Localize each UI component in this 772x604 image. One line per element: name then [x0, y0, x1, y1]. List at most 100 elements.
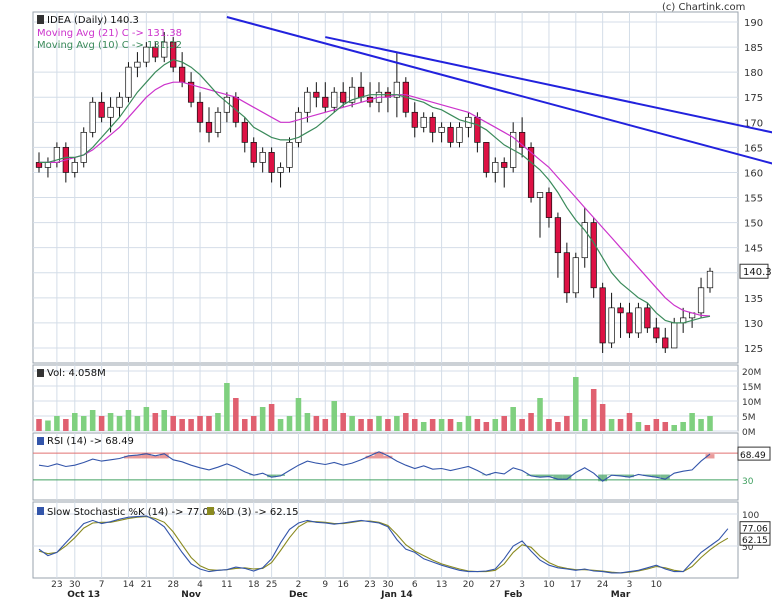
volume-bar	[465, 416, 472, 431]
x-day-label: 27	[490, 580, 501, 590]
volume-bar	[340, 413, 346, 431]
price-tick-label: 155	[744, 194, 763, 205]
volume-bar	[420, 422, 427, 431]
volume-bar	[358, 419, 364, 431]
candle-body	[331, 91, 338, 108]
x-day-label: 24	[597, 580, 609, 590]
volume-bar	[376, 416, 382, 431]
volume-bar	[626, 413, 633, 431]
x-month-label: Mar	[611, 590, 631, 600]
volume-bar	[107, 413, 114, 431]
rsi-overbought-fill	[159, 453, 169, 459]
rsi-overbought-fill	[141, 453, 151, 459]
x-day-label: 3	[519, 580, 525, 590]
candle-body	[447, 126, 454, 143]
volume-bar	[394, 416, 400, 431]
price-tick-label: 175	[744, 93, 763, 104]
rsi-oversold-fill	[625, 474, 634, 478]
rsi-oversold-fill	[651, 474, 661, 478]
candle-body	[196, 101, 204, 123]
volume-bar	[438, 419, 445, 431]
candle-body	[98, 101, 105, 118]
volume-bar	[573, 377, 579, 431]
volume-bar	[277, 419, 284, 431]
last-price-label: 140.3	[743, 267, 772, 278]
legend-item: Moving Avg (10) C -> 131.32	[37, 40, 182, 51]
volume-bar	[304, 413, 311, 431]
candle-body	[608, 307, 615, 344]
volume-bar	[671, 425, 677, 431]
panel-rsi-frame	[32, 432, 739, 501]
volume-bar	[197, 416, 203, 431]
x-day-label: 25	[266, 580, 277, 590]
x-month-label: Feb	[504, 590, 523, 600]
volume-bar	[72, 413, 78, 431]
volume-bar	[474, 419, 481, 431]
volume-bar	[313, 416, 320, 431]
x-day-label: 17	[570, 580, 581, 590]
candle-body	[617, 307, 624, 314]
candle-body	[706, 270, 714, 289]
candle-body	[125, 66, 132, 98]
price-tick-label: 145	[744, 244, 763, 255]
rsi-oversold-fill	[276, 474, 286, 476]
candle-body	[250, 142, 257, 163]
price-tick-label: 185	[744, 43, 763, 54]
candle-body	[662, 337, 669, 349]
volume-bar	[385, 419, 391, 431]
candle-body	[393, 81, 400, 98]
volume-bar	[608, 419, 615, 431]
volume-icon	[37, 369, 44, 377]
volume-bar	[617, 419, 624, 431]
x-day-label: 13	[436, 580, 447, 590]
volume-bar	[599, 404, 606, 431]
rsi-overbought-fill	[705, 454, 715, 459]
volume-bar	[286, 416, 293, 431]
volume-title: Vol: 4.058M	[47, 368, 106, 379]
price-tick-label: 125	[744, 344, 763, 355]
x-month-label: Oct 13	[67, 590, 100, 600]
stoch-tick-label: 100	[742, 511, 759, 521]
stoch-k-last-label: 77.06	[742, 525, 768, 535]
x-day-label: 6	[412, 580, 418, 590]
volume-bar	[662, 422, 669, 431]
candle-body	[697, 287, 705, 314]
candle-body	[429, 116, 436, 133]
volume-bar	[188, 419, 194, 431]
candle-body	[545, 192, 553, 218]
volume-bar	[331, 401, 338, 431]
stoch-k-icon	[37, 507, 44, 515]
candle-body	[134, 61, 141, 68]
price-tick-label: 130	[744, 319, 763, 330]
candle-body	[71, 162, 78, 173]
stoch-tick-label: 50	[742, 543, 754, 553]
x-day-label: 7	[99, 580, 105, 590]
candle-body	[536, 192, 544, 198]
x-day-label: 23	[51, 580, 62, 590]
candle-body	[563, 252, 570, 294]
stoch-k-line	[38, 515, 729, 574]
volume-bar	[519, 419, 525, 431]
rsi-oversold-fill	[660, 474, 670, 480]
volume-bar	[510, 407, 516, 431]
x-day-label: 23	[364, 580, 375, 590]
candle-body	[241, 121, 248, 143]
vol-tick-label: 20M	[742, 368, 761, 378]
symbol-icon	[37, 15, 44, 24]
x-day-label: 28	[167, 580, 179, 590]
candle-body	[554, 217, 562, 254]
volume-bar	[492, 419, 499, 431]
candle-body	[653, 327, 660, 339]
volume-bar	[581, 419, 588, 431]
stoch-d-icon	[207, 507, 214, 515]
price-tick-label: 150	[744, 219, 763, 230]
volume-bar	[501, 416, 508, 431]
candle-body	[286, 142, 293, 168]
rsi-overbought-fill	[150, 455, 160, 459]
stoch-d-title: %D (3) -> 62.15	[217, 507, 299, 518]
rsi-overbought-fill	[132, 455, 142, 459]
volume-bar	[250, 416, 257, 431]
volume-bar	[125, 410, 132, 431]
x-day-label: 14	[123, 580, 135, 590]
